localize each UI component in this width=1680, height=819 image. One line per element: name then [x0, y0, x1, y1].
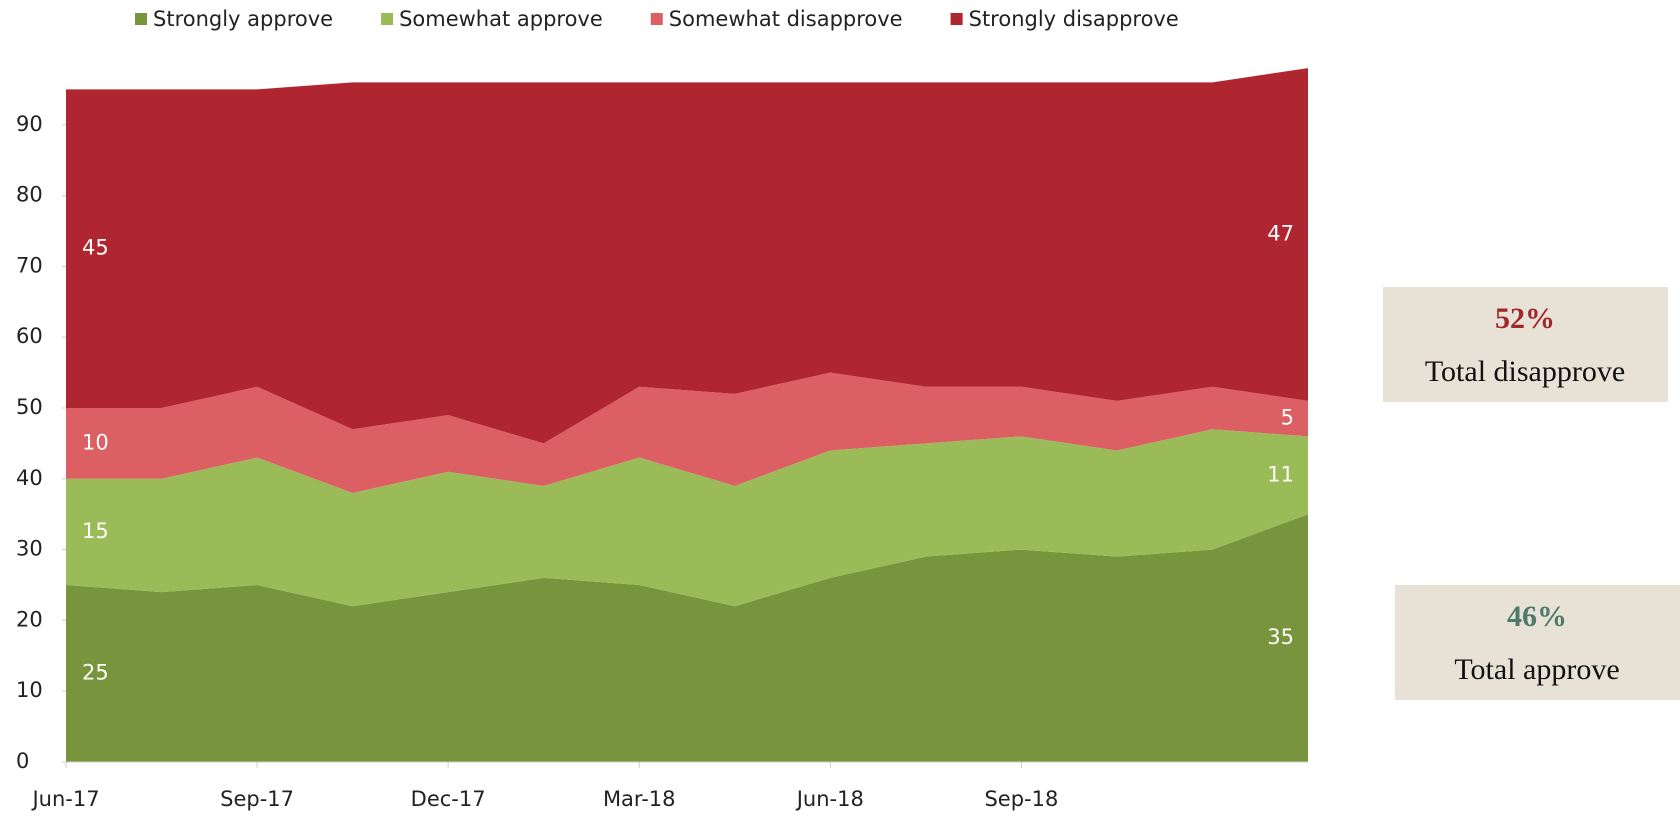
data-label: 11	[1267, 462, 1294, 486]
y-tick-label: 40	[16, 466, 43, 490]
data-label: 45	[82, 236, 109, 260]
legend-label: Somewhat disapprove	[669, 7, 903, 31]
annotation-box	[1395, 585, 1680, 700]
y-tick-label: 20	[16, 607, 43, 631]
x-tick-label: Jun-18	[795, 787, 864, 811]
x-tick-label: Sep-17	[220, 787, 294, 811]
y-tick-label: 60	[16, 324, 43, 348]
y-tick-label: 0	[16, 749, 29, 773]
data-label: 15	[82, 519, 109, 543]
legend-label: Strongly approve	[153, 7, 333, 31]
y-tick-label: 70	[16, 253, 43, 277]
data-label: 10	[82, 430, 109, 454]
area	[66, 68, 1308, 444]
data-label: 5	[1281, 406, 1294, 430]
x-tick-label: Jun-17	[30, 787, 99, 811]
data-label: 35	[1267, 625, 1294, 649]
x-tick-label: Mar-18	[603, 787, 676, 811]
annotation-value: 46%	[1507, 600, 1567, 633]
annotation-value: 52%	[1495, 302, 1555, 335]
area	[66, 429, 1308, 607]
x-tick-label: Sep-18	[984, 787, 1058, 811]
annotation-box	[1383, 287, 1668, 402]
y-tick-label: 50	[16, 395, 43, 419]
data-label: 25	[82, 661, 109, 685]
legend-swatch	[381, 13, 394, 25]
y-tick-label: 80	[16, 183, 43, 207]
y-tick-label: 30	[16, 537, 43, 561]
legend-swatch	[135, 13, 147, 25]
legend-swatch	[650, 13, 663, 25]
x-tick-label: Dec-17	[411, 787, 486, 811]
legend-swatch	[950, 13, 963, 25]
y-tick-label: 10	[16, 678, 43, 702]
area	[66, 514, 1308, 762]
annotation-text: Total approve	[1454, 653, 1619, 686]
legend-label: Somewhat approve	[399, 7, 603, 31]
area	[66, 372, 1308, 493]
legend-label: Strongly disapprove	[969, 7, 1179, 31]
y-tick-label: 90	[16, 112, 43, 136]
annotation-text: Total disapprove	[1425, 355, 1625, 388]
data-label: 47	[1267, 222, 1294, 246]
